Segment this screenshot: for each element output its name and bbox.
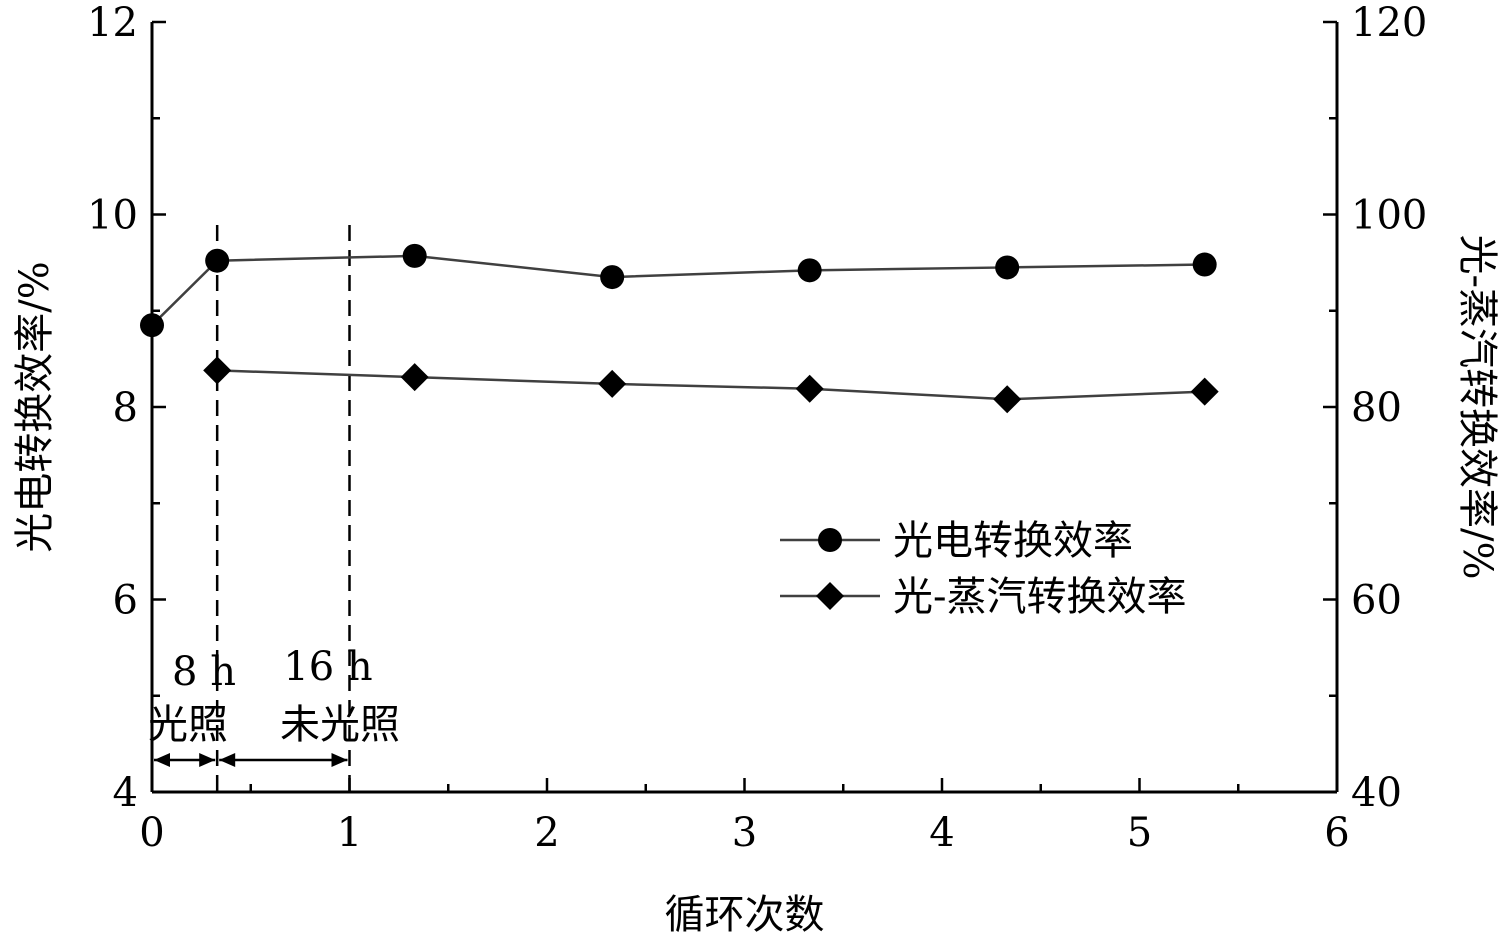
annotations: 8 h 16 h 光照 未光照 — [148, 644, 400, 767]
reference-lines — [215, 225, 351, 792]
series-layer — [140, 243, 1219, 414]
data-point-diamond — [1190, 377, 1219, 406]
x-tick-label: 6 — [1324, 810, 1349, 856]
data-point-circle — [600, 265, 625, 290]
data-point-circle — [995, 255, 1020, 280]
y-left-tick-label: 4 — [113, 770, 138, 816]
legend-marker-circle — [818, 528, 842, 552]
series-line — [217, 369, 1205, 401]
interval-2-duration: 16 h — [283, 644, 372, 690]
y-left-tick-label: 6 — [113, 578, 138, 624]
data-point-circle — [140, 313, 164, 338]
interval-2-arrowhead-right — [331, 753, 348, 767]
data-point-circle — [1192, 252, 1217, 277]
y-left-tick-label: 10 — [87, 193, 138, 239]
x-tick-label: 4 — [929, 810, 954, 856]
legend-label: 光-蒸汽转换效率 — [893, 574, 1187, 620]
interval-2-label: 未光照 — [280, 702, 400, 748]
y-left-tick-label: 8 — [113, 385, 138, 431]
y-right-tick-label: 60 — [1351, 578, 1402, 624]
data-point-circle — [797, 258, 822, 283]
legend-label: 光电转换效率 — [893, 518, 1133, 564]
data-point-diamond — [598, 369, 627, 398]
x-tick-label: 3 — [732, 810, 757, 856]
x-tick-label: 1 — [337, 810, 362, 856]
x-axis-title: 循环次数 — [665, 892, 825, 936]
data-point-diamond — [400, 363, 429, 392]
x-tick-label: 5 — [1127, 810, 1152, 856]
interval-1-arrowhead-left — [154, 753, 170, 767]
y-right-tick-label: 100 — [1351, 193, 1427, 239]
series-line — [151, 254, 1205, 327]
interval-2-arrowhead-left — [219, 753, 236, 767]
interval-1-arrowhead-right — [199, 753, 216, 767]
y-axis-left-title: 光电转换效率/% — [12, 261, 58, 552]
interval-1-duration: 8 h — [172, 649, 236, 695]
y-right-tick-label: 40 — [1351, 770, 1402, 816]
data-point-circle — [402, 243, 427, 268]
data-point-diamond — [203, 356, 232, 385]
data-point-circle — [205, 248, 230, 273]
y-right-tick-label: 80 — [1351, 385, 1402, 431]
x-tick-label: 2 — [534, 810, 559, 856]
legend-marker-diamond — [816, 582, 844, 610]
data-point-diamond — [993, 385, 1022, 414]
y-axis-right-title: 光-蒸汽转换效率/% — [1454, 235, 1500, 580]
data-point-diamond — [795, 374, 824, 403]
y-left-tick-label: 12 — [87, 0, 138, 46]
interval-1-label: 光照 — [148, 702, 228, 748]
x-tick-label: 0 — [139, 810, 164, 856]
y-right-tick-label: 120 — [1351, 0, 1427, 46]
